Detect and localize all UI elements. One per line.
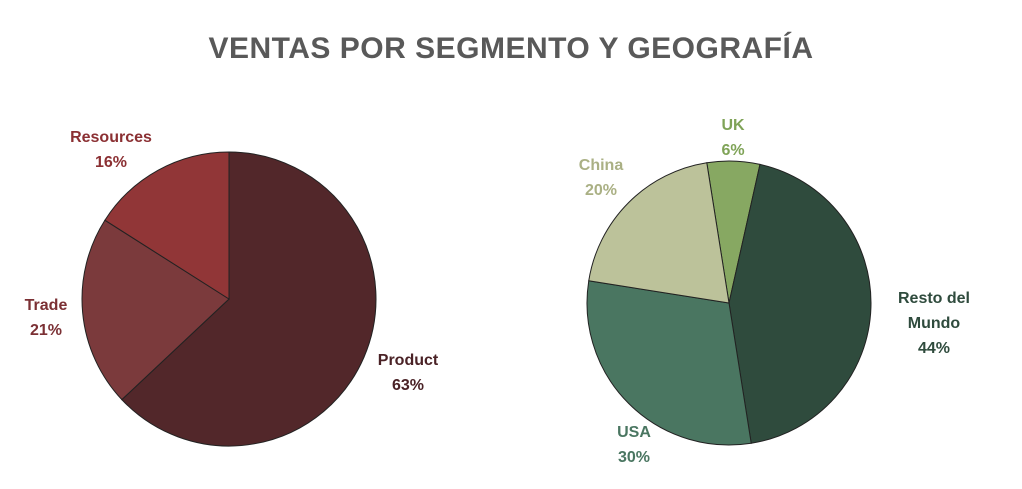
slice-label: Trade 21% <box>0 293 94 343</box>
page-title: VENTAS POR SEGMENTO Y GEOGRAFÍA <box>208 32 814 65</box>
slice-label: Resources 16% <box>63 125 159 175</box>
value-label: 21% <box>29 322 63 339</box>
pie-slice <box>121 151 377 447</box>
slice-label: China 20% <box>553 153 649 203</box>
category-label: Product <box>377 352 439 369</box>
category-label: Resto del Mundo <box>897 290 970 332</box>
category-label: Resources <box>70 129 152 146</box>
category-label: Trade <box>24 297 68 314</box>
value-label: 6% <box>721 142 745 159</box>
pie-slice <box>81 219 230 401</box>
pie-slice <box>588 162 730 304</box>
value-label: 30% <box>617 449 651 466</box>
value-label: 16% <box>94 154 128 171</box>
value-label: 20% <box>584 182 618 199</box>
category-label: USA <box>617 424 651 441</box>
value-label: 44% <box>917 340 951 357</box>
slice-label: USA 30% <box>586 420 682 470</box>
category-label: China <box>578 157 624 174</box>
slice-label: Resto del Mundo 44% <box>886 286 982 361</box>
slice-label: UK 6% <box>685 113 781 163</box>
category-label: UK <box>721 117 745 134</box>
pie-slice <box>728 163 872 444</box>
pie-slice <box>586 280 752 446</box>
slice-label: Product 63% <box>360 348 456 398</box>
value-label: 63% <box>391 377 425 394</box>
pie-slice <box>104 151 230 300</box>
